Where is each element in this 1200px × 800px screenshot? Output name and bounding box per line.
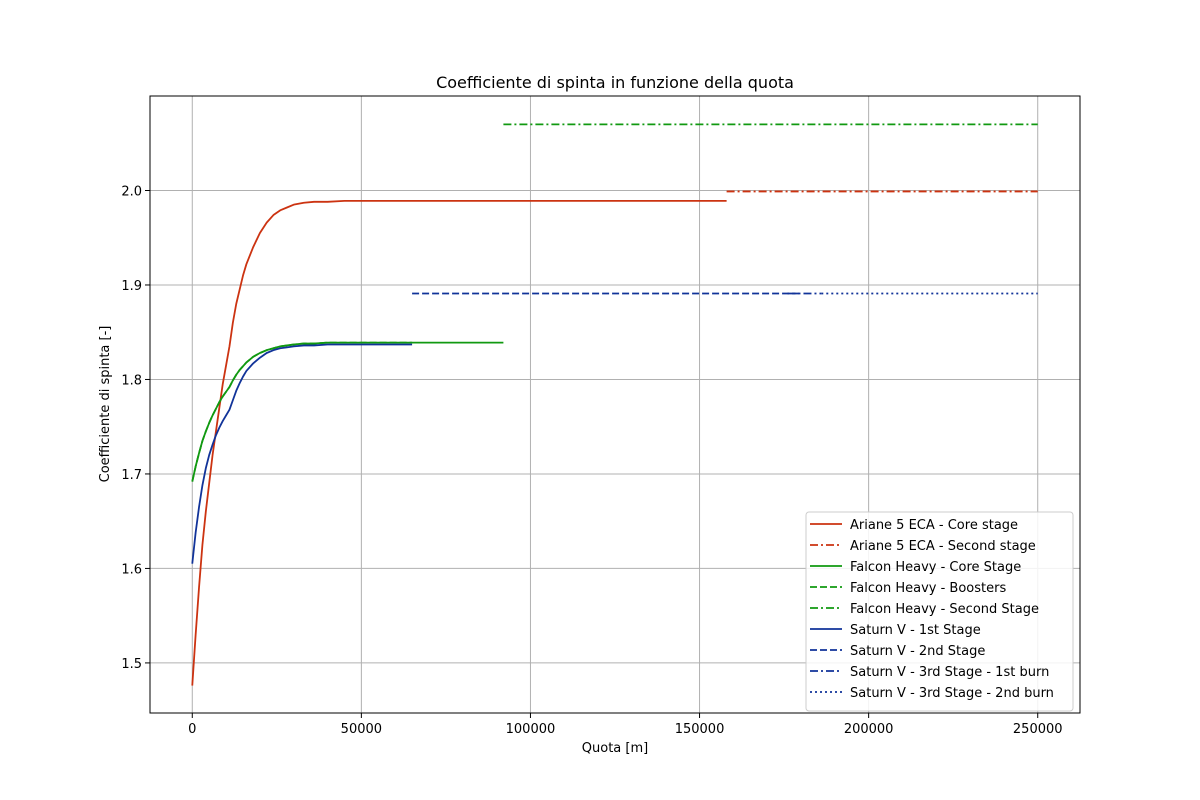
y-tick-label: 1.6 [121, 562, 142, 577]
y-axis-ticks: 1.5 1.6 1.7 1.8 1.9 2.0 [121, 184, 150, 672]
y-axis-label: Coefficiente di spinta [-] [98, 326, 113, 483]
x-tick-label: 200000 [844, 722, 894, 737]
legend-label: Saturn V - 3rd Stage - 1st burn [850, 665, 1049, 680]
legend-label: Ariane 5 ECA - Second stage [850, 539, 1036, 554]
y-tick-label: 2.0 [121, 184, 142, 199]
x-axis-ticks: 0 50000 100000 150000 200000 250000 [188, 713, 1063, 737]
y-tick-label: 1.7 [121, 468, 142, 483]
legend-label: Saturn V - 3rd Stage - 2nd burn [850, 686, 1054, 701]
y-tick-label: 1.8 [121, 373, 142, 388]
y-tick-label: 1.5 [121, 657, 142, 672]
legend: Ariane 5 ECA - Core stage Ariane 5 ECA - … [805, 511, 1074, 712]
series-line-6 [191, 343, 413, 564]
legend-label: Falcon Heavy - Second Stage [850, 602, 1039, 617]
x-tick-label: 100000 [506, 722, 556, 737]
legend-label: Falcon Heavy - Core Stage [850, 560, 1021, 575]
grid [150, 96, 1080, 713]
series-line-4 [191, 341, 413, 482]
x-tick-label: 150000 [675, 722, 725, 737]
y-tick-label: 1.9 [121, 279, 142, 294]
legend-label: Ariane 5 ECA - Core stage [850, 518, 1018, 533]
chart-title: Coefficiente di spinta in funzione della… [436, 73, 794, 92]
legend-label: Saturn V - 2nd Stage [850, 644, 985, 659]
plot-frame [149, 95, 1081, 714]
legend-label: Falcon Heavy - Boosters [850, 581, 1006, 596]
series-layer [191, 123, 1038, 686]
series-line-1 [191, 199, 727, 686]
legend-box [805, 511, 1074, 712]
x-tick-label: 50000 [341, 722, 382, 737]
x-axis-label: Quota [m] [582, 741, 648, 756]
x-tick-label: 0 [188, 722, 196, 737]
x-tick-label: 250000 [1013, 722, 1063, 737]
legend-label: Saturn V - 1st Stage [850, 623, 981, 638]
